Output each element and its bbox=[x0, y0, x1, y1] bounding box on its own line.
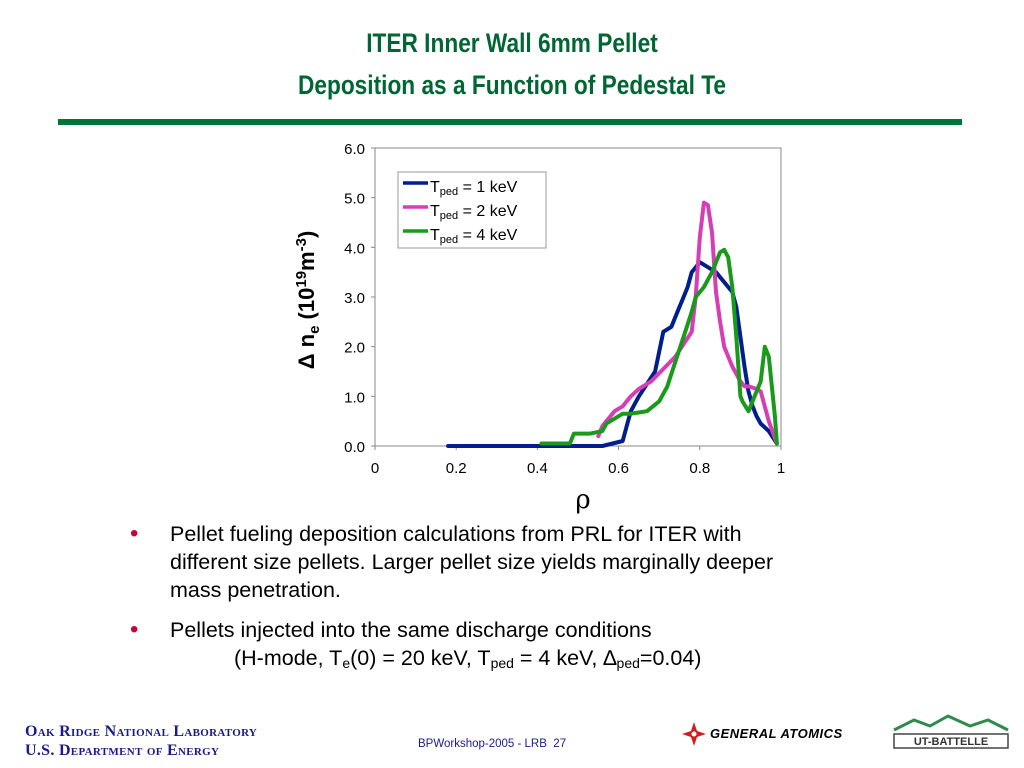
footer-caption: BPWorkshop-2005 - LRB 27 bbox=[418, 738, 566, 750]
bullet-2-conditions: (H-mode, Te(0) = 20 keV, Tped = 4 keV, ∆… bbox=[234, 646, 702, 671]
y-tick-label: 2.0 bbox=[344, 340, 365, 357]
page-number: 27 bbox=[553, 738, 567, 750]
x-axis-label: ρ bbox=[575, 485, 590, 515]
ut-battelle-text: UT-BATTELLE bbox=[914, 736, 988, 748]
lab-name-line2: U.S. Department of Energy bbox=[25, 742, 220, 759]
y-tick-label: 3.0 bbox=[344, 290, 365, 307]
y-tick-label: 6.0 bbox=[344, 141, 365, 158]
x-tick-label: 0.4 bbox=[527, 460, 548, 477]
bullet-list: • Pellet fueling deposition calculations… bbox=[130, 520, 930, 689]
legend-label-2kev: Tped = 2 keV bbox=[430, 203, 518, 222]
legend: Tped = 1 keV Tped = 2 keV Tped = 4 keV bbox=[397, 171, 547, 249]
ylabel-sup1: 19 bbox=[293, 271, 310, 288]
general-atomics-logo: GENERAL ATOMICS bbox=[680, 720, 870, 750]
slide-title-line1: ITER Inner Wall 6mm Pellet bbox=[366, 28, 658, 58]
legend-label-4kev: Tped = 4 keV bbox=[430, 227, 518, 246]
series-lines bbox=[446, 200, 779, 448]
ylabel-m: m bbox=[294, 251, 319, 271]
lab-name: Oak Ridge National Laboratory U.S. Depar… bbox=[25, 722, 257, 760]
slide-title-line2: Deposition as a Function of Pedestal Te bbox=[297, 70, 727, 100]
bullet-2-line1: Pellets injected into the same discharge… bbox=[170, 618, 652, 642]
ut-battelle-logo: UT-BATTELLE bbox=[893, 714, 1009, 749]
y-tick-label: 5.0 bbox=[344, 191, 365, 208]
bullet-icon: • bbox=[130, 520, 139, 547]
ylabel-mid: (10 bbox=[294, 288, 319, 326]
series-line-2 bbox=[596, 200, 779, 446]
y-axis-label: Δ ne (1019m-3) bbox=[293, 231, 323, 370]
y-tick-label: 4.0 bbox=[344, 240, 365, 257]
ylabel-sup2: -3 bbox=[293, 238, 310, 251]
ylabel-sub: e bbox=[306, 326, 323, 334]
y-axis-ticks: 0.0 1.0 2.0 3.0 4.0 5.0 6.0 bbox=[344, 141, 375, 456]
bullet-1-line3: mass penetration. bbox=[170, 578, 341, 602]
ylabel-end: ) bbox=[294, 231, 319, 238]
ga-logo-text: GENERAL ATOMICS bbox=[710, 726, 843, 741]
x-tick-label: 0.8 bbox=[689, 460, 710, 477]
y-tick-label: 1.0 bbox=[344, 389, 365, 406]
ga-star-icon bbox=[682, 722, 706, 746]
footer-workshop: BPWorkshop-2005 - LRB bbox=[418, 738, 547, 750]
lab-name-line1: Oak Ridge National Laboratory bbox=[25, 723, 258, 740]
x-tick-label: 0.6 bbox=[608, 460, 629, 477]
x-tick-label: 0 bbox=[371, 460, 379, 477]
bullet-1-line1: Pellet fueling deposition calculations f… bbox=[170, 522, 742, 546]
bullet-item-2: • Pellets injected into the same dischar… bbox=[130, 616, 930, 677]
x-tick-label: 1 bbox=[777, 460, 785, 477]
bullet-item-1: • Pellet fueling deposition calculations… bbox=[130, 520, 930, 604]
legend-label-1kev: Tped = 1 keV bbox=[430, 179, 518, 198]
bullet-1-line2: different size pellets. Larger pellet si… bbox=[170, 550, 774, 574]
ylabel-prefix: Δ n bbox=[294, 334, 319, 369]
y-tick-label: 0.0 bbox=[344, 439, 365, 456]
x-axis-ticks: 0 0.2 0.4 0.6 0.8 1 bbox=[371, 446, 785, 477]
bullet-icon: • bbox=[130, 616, 139, 643]
series-line-3 bbox=[539, 247, 779, 446]
title-divider bbox=[58, 119, 962, 125]
x-tick-label: 0.2 bbox=[446, 460, 467, 477]
